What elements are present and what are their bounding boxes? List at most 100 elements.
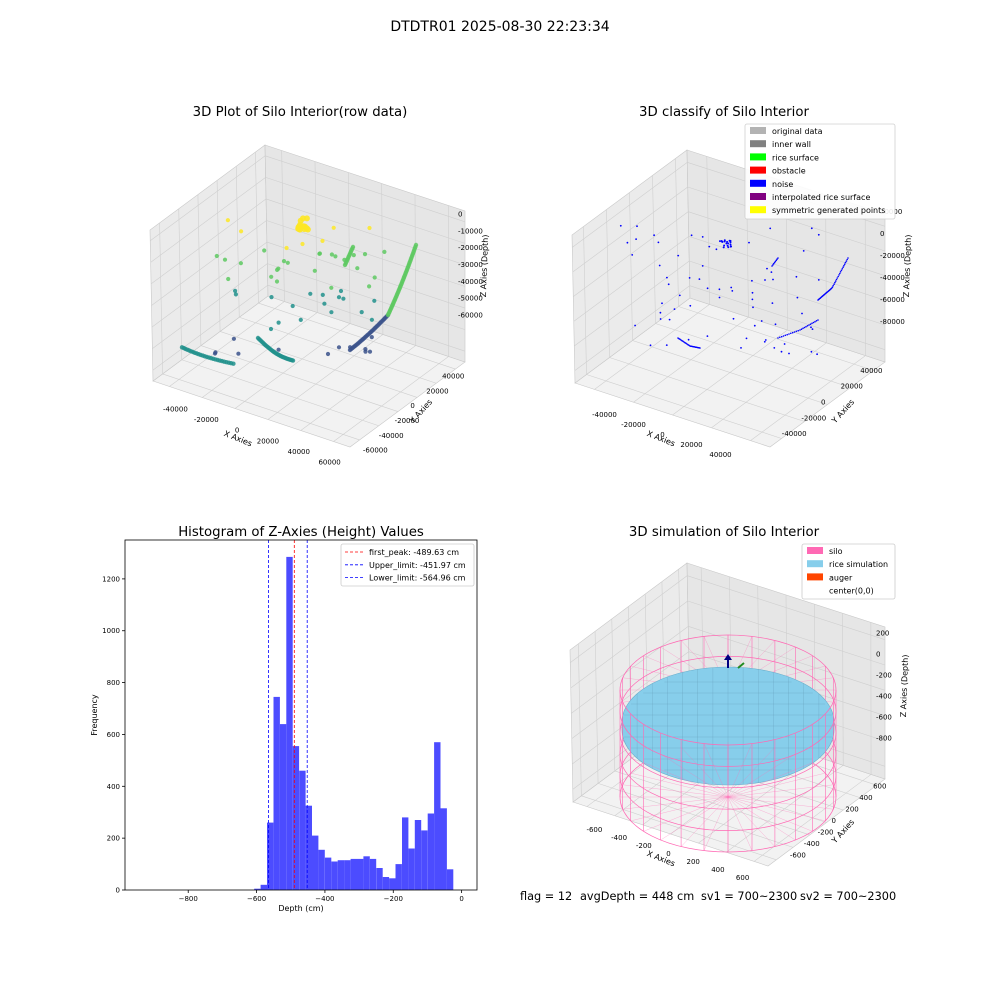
noise-point xyxy=(834,281,836,284)
histogram-y-label: Frequency xyxy=(90,694,99,736)
data-point xyxy=(285,260,290,265)
y-tick-label: 800 xyxy=(107,679,120,687)
data-point xyxy=(304,226,311,233)
silo-floor-spoke xyxy=(727,796,834,810)
x-tick-label: −800 xyxy=(179,895,198,903)
y-tick-label: -200 xyxy=(818,828,834,836)
data-point xyxy=(359,310,364,315)
simulation-plot-x-label: X Axies xyxy=(646,849,677,868)
simulation-plot-title: 3D simulation of Silo Interior xyxy=(629,525,820,540)
footer-flag: flag = 12 xyxy=(520,890,572,903)
noise-point xyxy=(780,350,783,353)
data-point xyxy=(338,288,344,294)
grid-line xyxy=(609,357,805,422)
legend-swatch xyxy=(750,153,766,161)
legend-swatch xyxy=(750,179,766,187)
noise-point xyxy=(745,337,748,340)
noise-point xyxy=(845,260,848,262)
grid-line xyxy=(265,198,466,266)
grid-line xyxy=(689,260,886,326)
histogram-bar xyxy=(421,830,428,890)
noise-point xyxy=(706,287,709,290)
data-point xyxy=(342,257,347,262)
x-tick-label: -20000 xyxy=(621,421,646,429)
silo-floor-spoke xyxy=(660,796,729,841)
noise-point xyxy=(773,347,776,349)
noise-point xyxy=(812,321,815,324)
grid-line xyxy=(573,236,689,322)
noise-point xyxy=(840,269,843,272)
classify-plot-x-ticks: -40000 -20000 0 20000 40000 xyxy=(592,411,732,459)
histogram-bar xyxy=(357,858,364,890)
data-point xyxy=(329,252,334,257)
grid-line xyxy=(581,795,777,861)
legend-box xyxy=(744,123,896,220)
x-tick-label: -400 xyxy=(611,834,627,842)
noise-point xyxy=(722,246,725,249)
noise-point xyxy=(782,335,785,337)
noise-point xyxy=(687,338,690,341)
histogram-bar xyxy=(350,858,357,890)
grid-line xyxy=(258,302,456,370)
noise-point xyxy=(727,242,730,245)
legend-label: first_peak: -489.63 cm xyxy=(369,548,459,557)
noise-point xyxy=(723,244,726,247)
footer-sv2: sv2 = 700~2300 xyxy=(800,890,896,903)
z-tick-label: -40000 xyxy=(880,274,905,282)
raw-plot-z-ticks: 0 -10000 -20000 -30000 -40000 -50000 -60000 xyxy=(458,210,483,319)
histogram-bar xyxy=(331,861,338,890)
y-tick-label: -600 xyxy=(790,851,806,859)
raw-plot-y-ticks: -60000 -40000 -20000 0 20000 40000 xyxy=(363,372,464,454)
noise-point xyxy=(843,263,846,266)
grid-line xyxy=(570,575,688,663)
noise-point xyxy=(805,325,807,328)
data-point xyxy=(214,253,219,259)
noise-point xyxy=(831,286,834,289)
grid-line xyxy=(578,643,582,796)
z-tick-label: -60000 xyxy=(880,296,905,304)
legend-label: silo xyxy=(829,547,843,556)
noise-point xyxy=(774,260,777,263)
grid-line xyxy=(688,626,886,691)
noise-point xyxy=(773,261,776,264)
legend-label: inner wall xyxy=(772,140,811,149)
data-point xyxy=(329,310,334,315)
legend-label: original data xyxy=(772,127,823,136)
classify-plot-z-label: Z Axies (Depth) xyxy=(902,234,913,297)
raw-plot-x-ticks: -40000 -20000 0 20000 40000 60000 xyxy=(163,405,341,466)
histogram-bar xyxy=(286,556,293,890)
data-point xyxy=(222,257,228,262)
silo-floor-spoke xyxy=(703,743,729,798)
data-point xyxy=(355,266,360,271)
noise-point xyxy=(731,290,734,292)
legend-swatch xyxy=(750,206,766,214)
y-tick-label: -20000 xyxy=(801,414,826,422)
noise-point xyxy=(678,294,681,297)
legend-label: Lower_limit: -564.96 cm xyxy=(369,574,466,583)
simulation-plot-legend: silo rice simulation auger center(0,0) xyxy=(801,543,896,600)
data-point xyxy=(320,292,325,297)
noise-point xyxy=(835,278,838,281)
grid-line xyxy=(574,285,690,371)
noise-point xyxy=(808,324,810,326)
grid-line xyxy=(678,306,874,371)
simulation-plot-x-ticks: -600 -400 -200 0 200 400 600 xyxy=(586,826,749,882)
data-point xyxy=(231,361,236,366)
x-tick-label: 20000 xyxy=(680,441,702,449)
silo-floor-spoke xyxy=(727,784,834,798)
legend-label: Upper_limit: -451.97 cm xyxy=(369,561,466,570)
raw-plot-axes xyxy=(149,144,466,448)
noise-point xyxy=(795,275,798,278)
data-point xyxy=(269,295,274,300)
noise-point xyxy=(701,265,704,267)
histogram-bar xyxy=(440,808,447,890)
silo-floor-spoke xyxy=(727,796,813,832)
grid-line xyxy=(202,312,318,398)
data-point xyxy=(367,225,372,231)
data-point xyxy=(276,347,281,352)
grid-line xyxy=(572,162,688,248)
noise-point xyxy=(846,258,848,261)
noise-point xyxy=(690,234,693,237)
noise-point xyxy=(718,296,721,299)
grid-line xyxy=(265,177,466,244)
